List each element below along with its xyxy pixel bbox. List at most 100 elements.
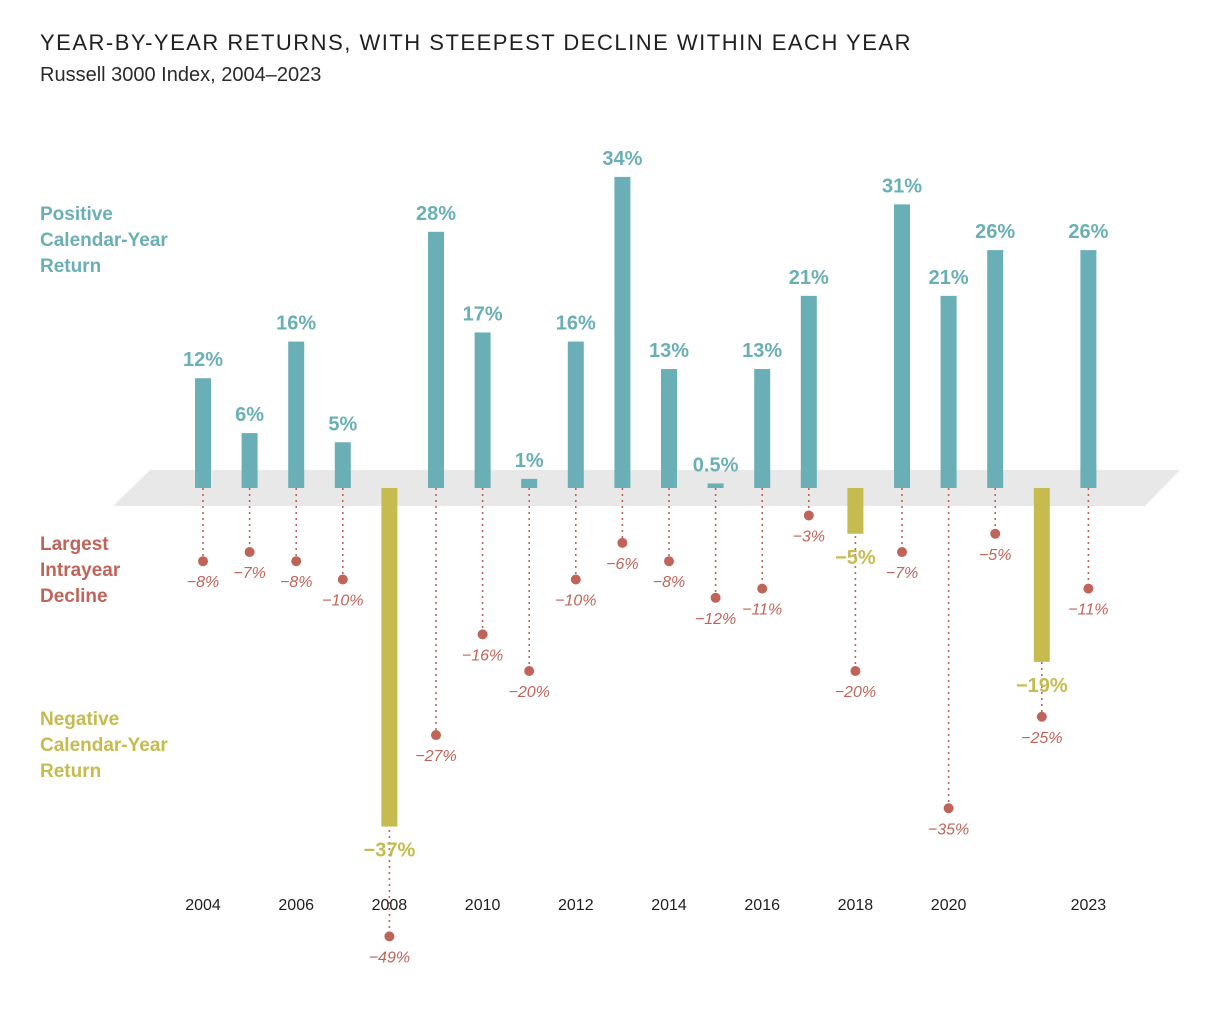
decline-label-2014: −8% [653,574,685,591]
decline-dot-2014 [664,556,674,567]
legend-negative-line-3: Return [40,761,102,782]
return-bar-2010 [474,332,491,488]
legend-decline-line-2: Intrayear [40,560,121,581]
return-label-2014: 13% [649,340,689,362]
decline-label-2011: −20% [509,684,550,701]
year-label-2010: 2010 [465,897,501,914]
return-label-2022: −19% [1016,675,1068,697]
legend-positive-line-2: Calendar-Year [40,230,168,251]
decline-label-2016: −11% [742,602,782,619]
baseline-band [113,470,1180,506]
decline-dot-2018 [850,666,861,676]
return-label-2004: 12% [183,349,223,371]
return-bar-2006 [288,341,305,488]
return-bar-2022 [1033,488,1050,662]
legend-positive-line-3: Return [40,256,102,277]
return-label-2021: 26% [975,221,1015,243]
decline-label-2021: −5% [979,547,1011,564]
decline-label-2022: −25% [1021,730,1062,747]
decline-label-2010: −16% [462,647,503,664]
year-label-2004: 2004 [185,897,221,914]
decline-dot-2005 [244,547,255,558]
decline-dot-2009 [431,730,441,741]
chart-title: YEAR-BY-YEAR RETURNS, WITH STEEPEST DECL… [40,30,912,55]
decline-dot-2020 [943,803,954,814]
return-bar-2014 [661,369,677,488]
return-bar-2009 [428,231,444,489]
year-label-2014: 2014 [651,897,687,914]
return-bar-2021 [987,250,1004,488]
legend-positive-return: Positive Calendar-Year Return [40,202,168,280]
return-label-2005: 6% [235,404,264,426]
return-label-2007: 5% [328,413,357,435]
legend-decline-line-3: Decline [40,586,108,607]
return-bar-2013 [614,176,631,488]
decline-label-2018: −20% [835,684,876,701]
return-bar-2015 [707,483,724,488]
decline-label-2004: −8% [187,574,219,591]
decline-label-2023: −11% [1068,602,1108,619]
return-label-2015: 0.5% [693,454,739,476]
year-label-2012: 2012 [558,897,594,914]
year-label-2018: 2018 [838,897,874,914]
return-bar-2019 [894,204,910,488]
decline-dot-2012 [570,574,581,585]
decline-label-2019: −7% [886,565,918,582]
decline-label-2009: −27% [415,748,456,765]
return-label-2017: 21% [789,267,829,289]
decline-dot-2021 [990,528,1001,539]
legend-negative-line-1: Negative [40,709,120,730]
decline-label-2005: −7% [233,565,265,582]
decline-dot-2015 [710,592,721,603]
chart-subtitle: Russell 3000 Index, 2004–2023 [40,64,322,86]
return-label-2013: 34% [602,148,642,170]
return-label-2020: 21% [929,267,969,289]
return-bar-2011 [521,478,538,488]
decline-label-2015: −12% [695,611,736,628]
return-bar-2004 [195,378,211,488]
return-label-2009: 28% [416,203,456,225]
year-label-2020: 2020 [931,897,967,914]
return-bar-2018 [847,488,864,534]
return-label-2023: 26% [1068,221,1108,243]
return-label-2008: −37% [364,840,416,862]
decline-dot-2013 [617,537,628,548]
decline-dot-2004 [198,556,208,567]
year-label-2008: 2008 [372,897,408,914]
year-label-2016: 2016 [744,897,780,914]
decline-dot-2023 [1083,583,1094,594]
return-label-2016: 13% [742,340,782,362]
return-label-2019: 31% [882,175,922,197]
decline-dot-2008 [384,931,395,942]
return-label-2006: 16% [276,313,316,335]
decline-label-2007: −10% [322,593,363,610]
decline-dot-2017 [803,510,814,521]
decline-label-2008: −49% [369,949,410,966]
decline-dot-2016 [757,583,768,594]
legend-positive-line-1: Positive [40,204,113,225]
decline-label-2017: −3% [793,528,825,545]
return-bar-2007 [334,442,351,488]
return-bar-2005 [241,433,258,488]
legend-negative-return: Negative Calendar-Year Return [40,707,168,785]
return-bar-2020 [940,295,957,488]
year-label-2023: 2023 [1071,897,1107,914]
chart-marks: −8% 12% 2004 −7% 6% −8% 16% 2006 −10% 5% −49% −37% 2… [183,148,1109,966]
decline-label-2020: −35% [928,821,969,838]
decline-dot-2022 [1036,711,1047,722]
return-label-2011: 1% [515,450,544,472]
return-bar-2016 [754,369,771,488]
legend-negative-line-2: Calendar-Year [40,735,168,756]
return-bar-2017 [800,295,817,488]
decline-dot-2006 [291,556,302,567]
decline-dot-2011 [524,666,535,676]
decline-dot-2007 [337,574,348,585]
decline-dot-2019 [897,547,907,558]
year-label-2006: 2006 [278,897,314,914]
legend-intrayear-decline: Largest Intrayear Decline [40,532,120,610]
return-bar-2012 [567,341,584,488]
decline-label-2012: −10% [555,593,596,610]
decline-label-2013: −6% [606,556,638,573]
return-label-2012: 16% [556,313,596,335]
